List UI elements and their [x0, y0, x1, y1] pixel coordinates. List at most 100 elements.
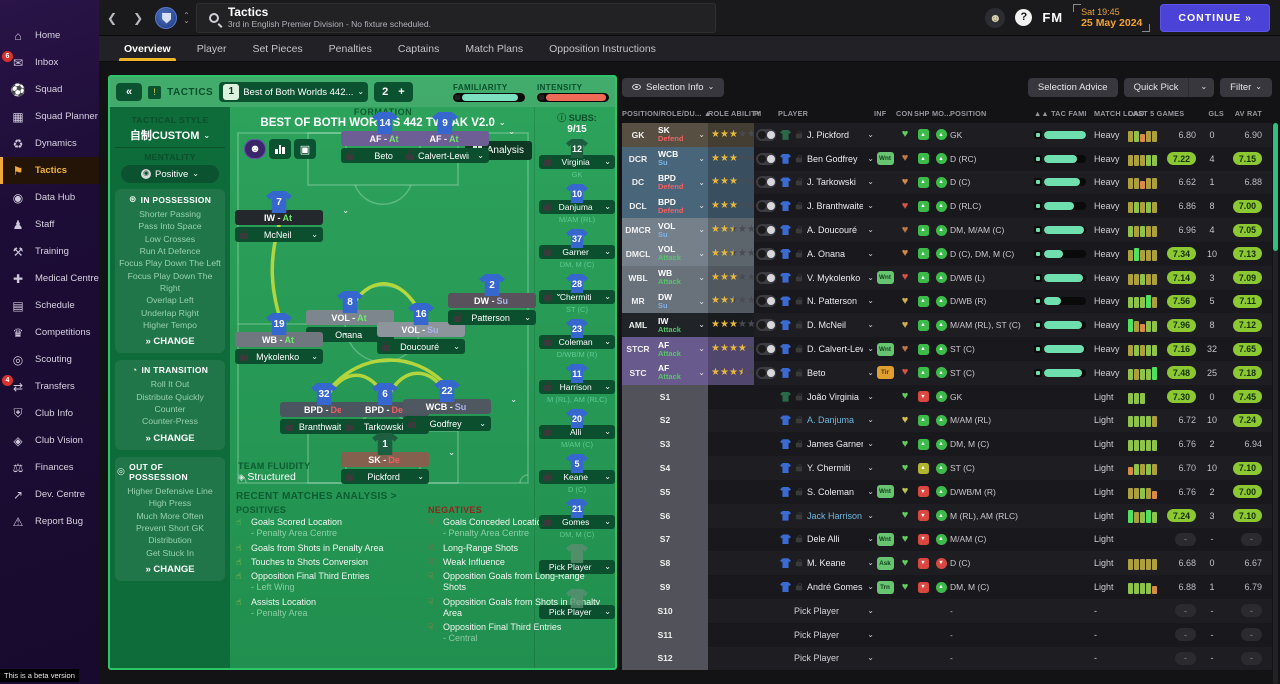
player-cell[interactable]: D. Calvert-Lewin	[778, 337, 874, 361]
player-name-dropdown[interactable]: Godfrey	[403, 416, 491, 431]
role-duty-dropdown[interactable]: SK Defend	[654, 123, 708, 147]
player-instructions-button[interactable]	[756, 176, 776, 189]
sub-name-dropdown[interactable]: Keane	[539, 470, 615, 484]
sub-name-dropdown[interactable]: Pick Player	[539, 605, 615, 619]
role-duty-dropdown[interactable]: DW Su	[654, 289, 708, 314]
player-instructions-button[interactable]	[756, 224, 776, 237]
nav-back-icon[interactable]: ❮	[107, 10, 118, 25]
player-cell[interactable]: James Garner	[778, 432, 874, 456]
sub-name-dropdown[interactable]: Danjuma	[539, 200, 615, 214]
tactic-slot-1[interactable]: 1	[223, 84, 240, 100]
player-instructions-button[interactable]	[756, 200, 776, 213]
manager-avatar[interactable]: ☻	[985, 7, 1006, 28]
player-instructions-button[interactable]	[756, 271, 776, 284]
sidebar-item-data-hub[interactable]: ◉ Data Hub	[0, 184, 99, 211]
table-row-s9[interactable]: S9 André Gomes Trn ♥ ▼ ▲DM, M (C) Light 6.88 1 6.…	[622, 575, 1272, 599]
info-badge[interactable]: Wnt	[876, 152, 894, 166]
player-cell[interactable]: N. Patterson	[778, 290, 874, 314]
role-dropdown[interactable]: WB - At	[235, 332, 323, 347]
player-cell[interactable]: D. McNeil	[778, 313, 874, 337]
role-duty-dropdown[interactable]: WCB Su	[654, 146, 708, 171]
collapse-panel-button[interactable]: «	[116, 83, 143, 101]
info-badge[interactable]: Wnt	[876, 342, 894, 356]
sub-name-dropdown[interactable]: Harrison	[539, 380, 615, 394]
sub-name-dropdown[interactable]: Virginia	[539, 155, 615, 169]
search-title-block[interactable]: Tactics 3rd in English Premier Division …	[195, 2, 716, 33]
sidebar-item-report-bug[interactable]: ⚠ Report Bug	[0, 508, 99, 535]
tab-player[interactable]: Player	[196, 42, 227, 55]
player-name-dropdown[interactable]: Calvert-Lewin	[401, 148, 489, 163]
sub-pick-slot[interactable]: Pick Player -	[535, 544, 615, 584]
kit-view-icon[interactable]: ▣	[294, 139, 316, 159]
info-badge[interactable]: Wnt	[876, 532, 894, 546]
table-scrollbar-thumb[interactable]	[1273, 123, 1278, 251]
club-switch-chevrons[interactable]: ⌃ ⌄	[183, 11, 190, 24]
role-duty-dropdown[interactable]: AF Attack	[654, 337, 708, 361]
sidebar-item-transfers[interactable]: ⇄ 4 Transfers	[0, 373, 99, 400]
filter-dropdown[interactable]: Filter	[1220, 77, 1272, 97]
player-chip-calvertlewin[interactable]: 9 AF - At Calvert-Lewin	[398, 112, 492, 163]
player-cell[interactable]: A. Doucouré	[778, 218, 874, 242]
role-duty-dropdown[interactable]: BPD Defend	[654, 170, 708, 195]
selection-advice-button[interactable]: Selection Advice	[1027, 77, 1118, 97]
tab-opposition-instructions[interactable]: Opposition Instructions	[549, 42, 656, 55]
player-cell[interactable]: Pick Player	[778, 623, 874, 647]
sidebar-item-medical[interactable]: ✚ Medical Centre	[0, 265, 99, 292]
tab-overview[interactable]: Overview	[111, 36, 184, 61]
player-chip-patterson[interactable]: 2 DW - Su Patterson	[445, 274, 539, 325]
change-button[interactable]: CHANGE	[117, 564, 223, 575]
role-duty-dropdown[interactable]: WB Attack	[654, 265, 708, 290]
player-name-dropdown[interactable]: Doucouré	[377, 339, 465, 354]
sidebar-item-finances[interactable]: ⚖ Finances	[0, 454, 99, 481]
player-name-dropdown[interactable]: Pickford	[341, 469, 429, 484]
player-chip-doucour[interactable]: 16 VOL - Su Doucouré	[374, 303, 468, 354]
player-chip-godfrey[interactable]: 22 WCB - Su Godfrey	[400, 380, 494, 431]
player-instructions-button[interactable]	[756, 295, 776, 308]
role-duty-dropdown[interactable]: BPD Defend	[654, 194, 708, 219]
change-button[interactable]: CHANGE	[117, 336, 223, 347]
search-icon[interactable]	[208, 12, 219, 23]
selection-info-dropdown[interactable]: Selection Info	[622, 77, 725, 97]
sub-name-dropdown[interactable]: Gomes	[539, 515, 615, 529]
add-tactic-button[interactable]: +	[398, 86, 405, 98]
tactic-slot-2[interactable]: 2	[382, 86, 389, 98]
tab-penalties[interactable]: Penalties	[328, 42, 372, 55]
role-dropdown[interactable]: VOL - Su	[377, 322, 465, 337]
mentality-dropdown[interactable]: ◉ Positive	[121, 165, 219, 183]
sidebar-item-club-vision[interactable]: ◈ Club Vision	[0, 427, 99, 454]
info-badge[interactable]: Wnt	[876, 485, 894, 499]
role-duty-dropdown[interactable]: AF Attack	[654, 360, 708, 385]
player-cell[interactable]: João Virginia	[778, 385, 874, 409]
player-chip-mcneil[interactable]: 7 IW - At McNeil	[232, 191, 326, 242]
continue-button[interactable]: CONTINUE »	[1160, 3, 1270, 32]
player-name-dropdown[interactable]: McNeil	[235, 227, 323, 242]
role-dropdown[interactable]: IW - At	[235, 210, 323, 225]
player-instructions-button[interactable]	[756, 247, 776, 260]
table-row-s5[interactable]: S5 S. Coleman Wnt ♥ ▼ ▲D/WB/M (R) Light 6.76 2 7.…	[622, 479, 1272, 504]
role-dropdown[interactable]: SK - De	[341, 452, 429, 467]
player-instructions-button[interactable]	[756, 152, 776, 165]
role-dropdown[interactable]: AF - At	[401, 131, 489, 146]
tactic-preset-dropdown[interactable]: 1 Best of Both Worlds 442...	[219, 82, 369, 102]
table-row-s11[interactable]: S11 Pick Player - - - - -	[622, 622, 1272, 647]
table-scrollbar[interactable]	[1273, 123, 1278, 684]
sidebar-item-schedule[interactable]: ▤ Schedule	[0, 292, 99, 319]
club-badge[interactable]	[155, 6, 178, 29]
